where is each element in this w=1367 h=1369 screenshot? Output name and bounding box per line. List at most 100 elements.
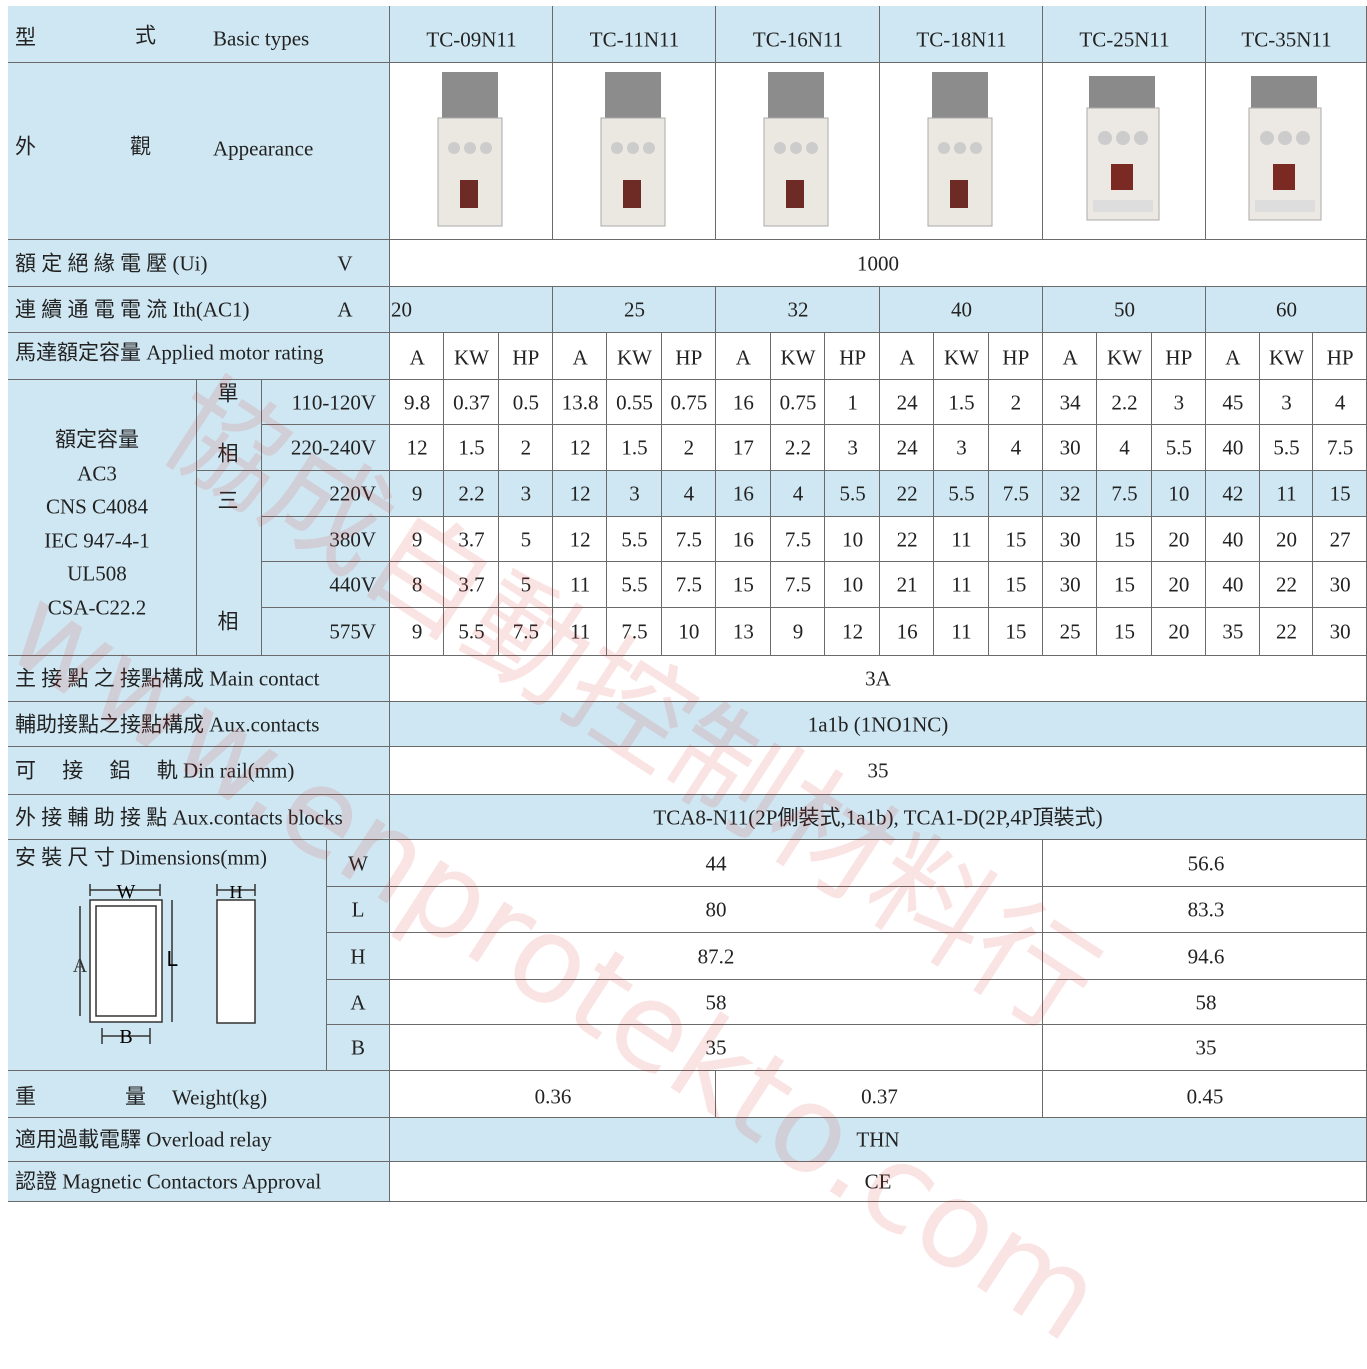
product-photo <box>437 72 502 227</box>
value: 16 <box>896 619 918 644</box>
voltage: 380V <box>329 527 376 551</box>
cell <box>1206 380 1260 425</box>
label: 相 <box>217 609 239 634</box>
spec-sheet: W H A L B 型 式 Basic types TC-09N11 TC-11N11 T… <box>0 6 1367 1369</box>
cell <box>498 333 553 380</box>
cell <box>498 425 553 471</box>
voltage: 440V <box>329 572 376 597</box>
value: 2.2 <box>458 481 485 506</box>
cell <box>1151 333 1206 380</box>
cell <box>880 517 935 562</box>
value: 35 <box>1195 1035 1217 1060</box>
value: 40 <box>951 297 972 322</box>
value: 58 <box>1195 990 1217 1014</box>
value: 13 <box>732 619 754 644</box>
value: 20 <box>1168 527 1190 551</box>
cell <box>770 608 826 656</box>
value: 30 <box>1329 619 1351 644</box>
value: 21 <box>896 572 918 597</box>
cell <box>8 656 390 702</box>
cell <box>934 517 989 562</box>
cell <box>498 562 553 608</box>
value: 5.5 <box>458 619 485 644</box>
value: 7.5 <box>675 527 702 551</box>
value: 42 <box>1222 481 1244 506</box>
cell <box>498 380 553 425</box>
value: 15 <box>732 572 754 597</box>
value: 11 <box>570 619 591 644</box>
cell <box>1043 471 1098 517</box>
cell <box>716 1071 1043 1118</box>
value: 7.5 <box>512 619 539 644</box>
value: 15 <box>1114 527 1135 551</box>
cell <box>607 333 662 380</box>
label: 相 <box>217 441 239 466</box>
cell <box>1206 608 1260 656</box>
value: 3 <box>629 481 640 506</box>
cell <box>1043 287 1206 333</box>
dim-name: L <box>351 897 365 922</box>
value: 15 <box>1329 481 1351 506</box>
cell <box>1097 608 1152 656</box>
cell <box>716 562 771 608</box>
value: 1 <box>847 390 858 414</box>
value: 5.5 <box>948 481 975 506</box>
cell <box>390 562 445 608</box>
cell <box>390 980 1043 1025</box>
cell <box>1313 380 1367 425</box>
cell <box>1043 1025 1367 1071</box>
label: 適用過載電驛 Overload relay <box>15 1127 272 1152</box>
value: 11 <box>570 572 591 597</box>
cell <box>390 1118 1367 1162</box>
cell <box>825 333 880 380</box>
cell <box>262 562 390 608</box>
value: 30 <box>1059 527 1081 551</box>
value: 32 <box>1059 481 1081 506</box>
cell <box>8 840 327 1071</box>
value: 3 <box>1281 390 1292 414</box>
cell <box>1151 608 1206 656</box>
label: 型 <box>15 25 36 50</box>
cell <box>607 608 662 656</box>
value: 12 <box>569 481 591 506</box>
cell <box>8 380 197 656</box>
cell <box>1097 380 1152 425</box>
cell <box>1206 6 1367 63</box>
cell <box>8 240 390 287</box>
cell <box>716 380 771 425</box>
value: 1.5 <box>458 435 485 460</box>
value: 87.2 <box>697 944 735 968</box>
value: 2 <box>520 435 532 460</box>
cell <box>8 63 390 240</box>
cell <box>553 6 716 63</box>
cell <box>1043 333 1098 380</box>
cell <box>1259 471 1314 517</box>
value: 12 <box>842 619 864 644</box>
value: THN <box>856 1127 900 1152</box>
label: 觀 <box>130 134 151 159</box>
cell <box>498 471 553 517</box>
cell <box>1313 425 1367 471</box>
cell <box>444 517 499 562</box>
value: 10 <box>678 619 700 644</box>
cell <box>8 1162 390 1202</box>
cell <box>8 1118 390 1162</box>
cell <box>1206 471 1260 517</box>
cell <box>661 380 716 425</box>
cell <box>880 333 935 380</box>
value: 15 <box>1005 527 1027 551</box>
cell <box>661 562 716 608</box>
label: 輔助接點之接點構成 Aux.contacts <box>15 712 320 736</box>
value: 2 <box>1010 390 1022 414</box>
cell <box>444 333 499 380</box>
cell <box>444 380 499 425</box>
dim-name: B <box>350 1035 366 1060</box>
unit: HP <box>1002 345 1030 370</box>
value: 10 <box>842 572 864 597</box>
dim-name: H <box>350 944 366 968</box>
cell <box>1151 517 1206 562</box>
cell <box>444 471 499 517</box>
value: 0.55 <box>616 390 653 414</box>
cell <box>390 1162 1367 1202</box>
label: 可 接 鋁 軌 Din rail(mm) <box>15 758 295 783</box>
